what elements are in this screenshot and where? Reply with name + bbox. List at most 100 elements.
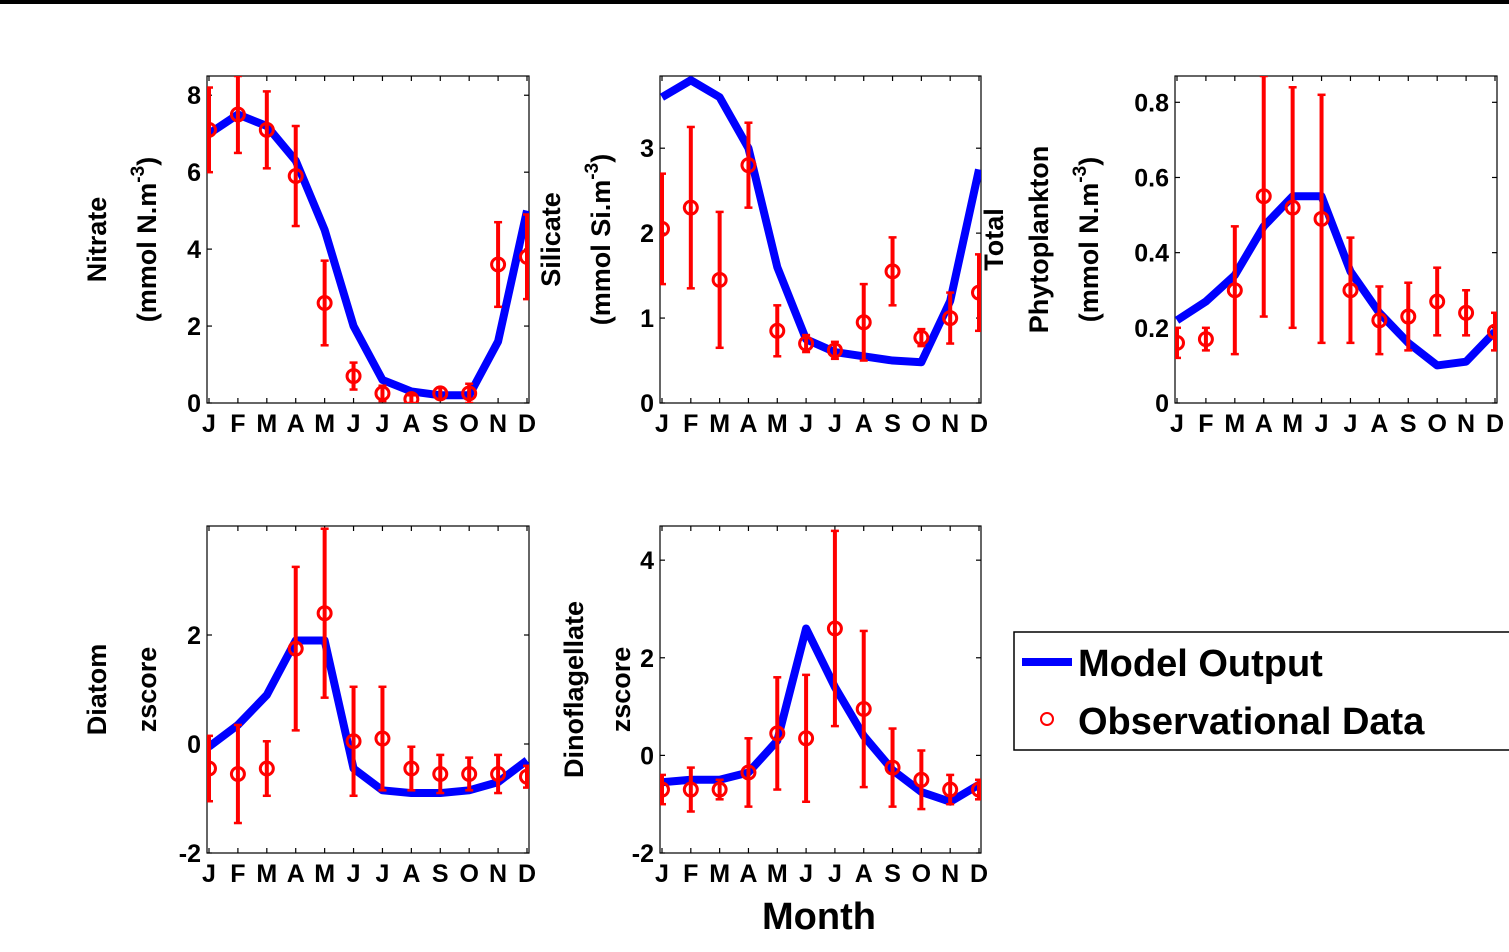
observation-point	[660, 220, 670, 237]
x-tick-label: A	[287, 860, 305, 888]
y-axis-label: Silicate	[536, 192, 566, 287]
x-tick-label: J	[1315, 410, 1329, 438]
observation-point	[682, 781, 699, 798]
y-tick-label: 0.2	[1134, 315, 1169, 343]
x-tick-label: J	[202, 860, 216, 888]
observation-point	[660, 781, 670, 798]
x-tick-label: M	[709, 410, 730, 438]
observation-point	[519, 768, 529, 785]
observation-point	[229, 765, 246, 782]
y-tick-label: 0.4	[1134, 240, 1169, 268]
y-tick-label: 0	[640, 390, 654, 418]
legend: Model Output Observational Data	[1013, 631, 1509, 751]
observation-point	[432, 765, 449, 782]
x-axis-title: Month	[762, 896, 876, 938]
observation-point	[884, 759, 901, 776]
observation-point	[1342, 282, 1359, 299]
x-tick-label: O	[459, 860, 478, 888]
observation-point	[1226, 282, 1243, 299]
observation-point	[490, 256, 507, 273]
observation-point	[316, 605, 333, 622]
observation-point	[913, 329, 930, 346]
observation-point	[1429, 293, 1446, 310]
x-tick-label: J	[828, 860, 842, 888]
y-axis-label: zscore	[606, 647, 636, 733]
x-tick-label: M	[1224, 410, 1245, 438]
observation-point	[1400, 308, 1417, 325]
x-tick-label: J	[828, 410, 842, 438]
observation-point	[258, 760, 275, 777]
x-tick-label: A	[1255, 410, 1273, 438]
model-output-line	[660, 76, 981, 367]
observation-point	[711, 271, 728, 288]
x-tick-label: J	[1344, 410, 1358, 438]
x-tick-label: O	[912, 860, 931, 888]
observation-point	[207, 760, 217, 777]
observation-point	[345, 733, 362, 750]
x-tick-label: N	[489, 410, 507, 438]
observation-point	[374, 730, 391, 747]
observation-point	[769, 725, 786, 742]
x-tick-label: N	[941, 410, 959, 438]
x-tick-label: A	[402, 860, 420, 888]
y-axis-label: Total	[979, 208, 1009, 271]
model-output-line	[1175, 192, 1497, 370]
x-tick-label: J	[655, 410, 669, 438]
observation-point	[287, 168, 304, 185]
y-axis-label: zscore	[132, 647, 162, 733]
x-tick-label: A	[402, 410, 420, 438]
observation-point	[432, 385, 449, 402]
plot-data	[207, 527, 529, 825]
y-axis-label: Dinoflagellate	[559, 601, 589, 778]
observation-point	[826, 620, 843, 637]
x-tick-label: A	[1370, 410, 1388, 438]
observation-point	[913, 771, 930, 788]
observation-point	[1487, 323, 1497, 340]
x-tick-label: S	[432, 860, 449, 888]
plot-frame	[206, 525, 530, 854]
observation-point	[207, 121, 217, 138]
x-tick-label: N	[1457, 410, 1475, 438]
observation-point	[971, 284, 981, 301]
x-tick-label: M	[314, 410, 335, 438]
observation-point	[971, 781, 981, 798]
observation-point	[1284, 199, 1301, 216]
x-tick-label: N	[941, 860, 959, 888]
y-tick-label: -2	[632, 840, 654, 868]
y-axis-label: Diatom	[82, 644, 112, 736]
legend-box	[1013, 631, 1509, 751]
observation-point	[855, 314, 872, 331]
plot-data	[1175, 76, 1497, 370]
y-tick-label: 2	[640, 645, 654, 673]
x-tick-label: J	[376, 410, 390, 438]
y-tick-label: 0	[187, 731, 201, 759]
x-tick-label: M	[767, 860, 788, 888]
x-tick-label: S	[884, 410, 901, 438]
observation-point	[1255, 188, 1272, 205]
x-tick-label: F	[230, 410, 245, 438]
x-tick-label: O	[912, 410, 931, 438]
observation-point	[374, 385, 391, 402]
observation-point	[461, 765, 478, 782]
observation-point	[740, 157, 757, 174]
x-tick-label: D	[518, 860, 536, 888]
observation-point	[942, 781, 959, 798]
x-tick-label: D	[970, 860, 988, 888]
observation-point	[229, 106, 246, 123]
x-tick-label: D	[518, 410, 536, 438]
model-output-line	[207, 636, 529, 798]
observation-point	[1197, 331, 1214, 348]
plot-frame	[659, 75, 982, 404]
x-tick-label: J	[347, 410, 361, 438]
plot-data	[660, 76, 981, 367]
y-tick-label: 4	[640, 547, 654, 575]
x-tick-label: J	[799, 410, 813, 438]
observation-point	[1313, 210, 1330, 227]
x-tick-label: M	[256, 860, 277, 888]
x-tick-label: F	[230, 860, 245, 888]
observation-point	[1371, 312, 1388, 329]
